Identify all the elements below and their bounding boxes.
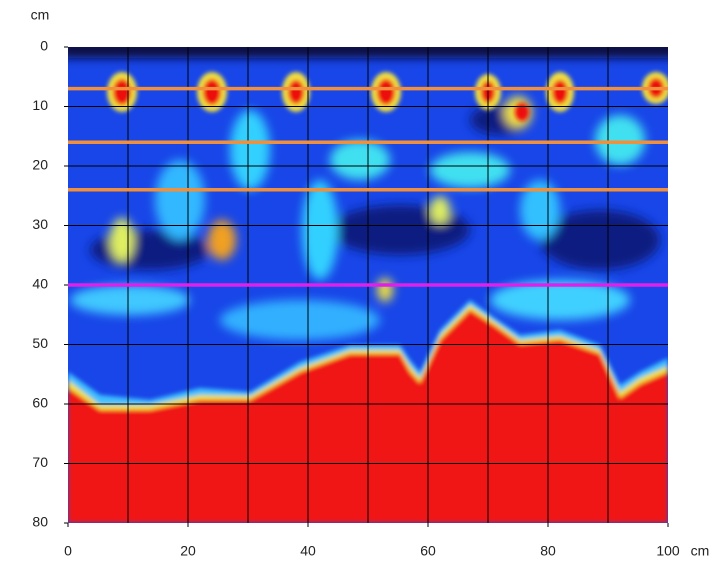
y-tick-label: 40 bbox=[32, 276, 48, 292]
y-tick-label: 50 bbox=[32, 335, 48, 351]
x-tick-label: 20 bbox=[180, 543, 196, 559]
x-tick-label: 100 bbox=[656, 543, 680, 559]
y-tick-label: 60 bbox=[32, 395, 48, 411]
x-tick-label: 0 bbox=[64, 543, 72, 559]
y-tick-label: 70 bbox=[32, 454, 48, 470]
x-tick-label: 40 bbox=[300, 543, 316, 559]
x-tick-label: 60 bbox=[420, 543, 436, 559]
y-tick-label: 10 bbox=[32, 97, 48, 113]
y-tick-label: 0 bbox=[40, 38, 48, 54]
y-axis-label: cm bbox=[31, 7, 50, 23]
x-tick-label: 80 bbox=[540, 543, 556, 559]
y-tick-label: 30 bbox=[32, 216, 48, 232]
y-tick-label: 80 bbox=[32, 514, 48, 530]
reference-lines bbox=[68, 86, 668, 287]
x-axis-label: cm bbox=[691, 543, 710, 559]
heatmap bbox=[68, 47, 668, 523]
y-tick-label: 20 bbox=[32, 157, 48, 173]
